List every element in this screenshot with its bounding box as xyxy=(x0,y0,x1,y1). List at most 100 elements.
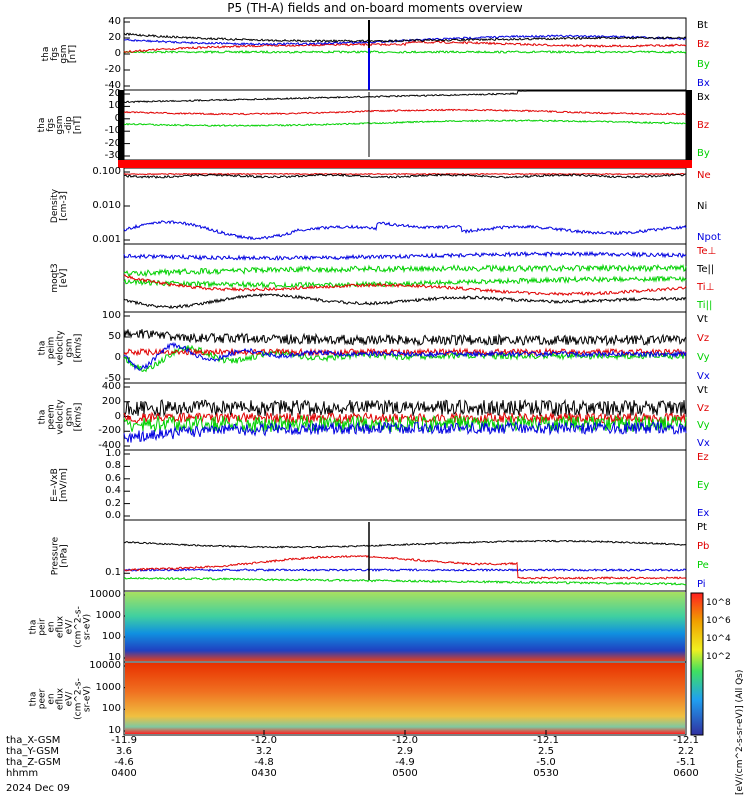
ytick-peer_spec: 100 xyxy=(101,703,121,715)
xaxis-value: 2.5 xyxy=(538,746,554,757)
ytick-fgs_gsm: -40 xyxy=(104,80,121,91)
Pi-line xyxy=(123,568,687,572)
Bz-dip-line xyxy=(123,108,687,116)
ytick-efield: 0.2 xyxy=(105,497,121,509)
legend-peem_vel-1: Vz xyxy=(697,402,710,414)
ytick-peer_spec: 10000 xyxy=(89,660,121,671)
legend-peim_vel-1: Vz xyxy=(697,333,710,344)
ylabel-peim_vel: tha peim velocity gsm [km/s] xyxy=(36,329,83,366)
ytick-fgs_gsm: 40 xyxy=(108,16,121,27)
xaxis-value: 0400 xyxy=(111,768,137,779)
ytick-pressure: 0.1 xyxy=(105,567,121,579)
ylabel-pressure: Pressure [nPa] xyxy=(50,536,69,575)
xaxis-value: -5.0 xyxy=(536,757,556,768)
Tipar-line xyxy=(123,275,687,290)
legend-peem_vel-3: Vx xyxy=(697,438,710,449)
ytick-peer_spec: 1000 xyxy=(95,681,121,693)
legend-density-0: Ne xyxy=(697,170,711,181)
colorbar-label: [eV/(cm^2-s-sr-eV)] (All Qs) xyxy=(735,669,745,795)
xaxis-value: -12.1 xyxy=(533,735,559,746)
legend-fgs_gsm-1: Bz xyxy=(697,39,710,51)
colorbar xyxy=(690,592,704,736)
ylabel-density: Density [cm-3] xyxy=(50,188,69,224)
legend-peim_vel-3: Vx xyxy=(697,371,710,382)
panel-frame-fgs_gsm xyxy=(123,17,687,91)
xaxis-row-label: tha_X-GSM xyxy=(6,735,61,746)
legend-peim_vel-0: Vt xyxy=(697,314,708,325)
ylabel-efield: E=-VxB [mV/m] xyxy=(50,468,69,502)
Vt-peem-line xyxy=(123,398,687,418)
Bx-dip-line xyxy=(123,90,686,104)
legend-efield-1: Ey xyxy=(697,480,710,491)
xaxis-value: -11.9 xyxy=(111,735,137,746)
ytick-efield: 0.8 xyxy=(105,460,121,472)
ytick-density: 0.100 xyxy=(92,166,121,177)
ylabel-temps: moqt3 [eV] xyxy=(50,263,69,293)
Vz-peem-line xyxy=(123,411,687,425)
ytick-peem_vel: 0 xyxy=(114,410,121,422)
By-dip-line xyxy=(123,119,687,127)
ytick-efield: 0.6 xyxy=(105,472,121,484)
By-line xyxy=(123,49,687,55)
ytick-peem_vel: -400 xyxy=(98,440,121,451)
xaxis-value: -4.6 xyxy=(114,757,134,768)
ytick-fgs_dsl: 10 xyxy=(108,100,121,112)
Vt-line xyxy=(123,329,687,347)
legend-temps-2: Ti⊥ xyxy=(697,282,715,293)
Pe-line xyxy=(123,576,687,586)
xaxis-row-label: tha_Z-GSM xyxy=(6,757,61,768)
Bt-line xyxy=(123,32,687,43)
xaxis-value: 3.2 xyxy=(256,746,272,757)
legend-peim_vel-2: Vy xyxy=(697,352,710,363)
xaxis-value: 0600 xyxy=(673,768,699,779)
ytick-peem_vel: 200 xyxy=(101,395,121,407)
colorbar-tick: 10^4 xyxy=(706,634,731,644)
Ne-line xyxy=(123,172,687,176)
spectrogram-9 xyxy=(125,663,685,734)
ytick-fgs_dsl: -30 xyxy=(104,150,121,161)
Vx-peem-line xyxy=(123,420,687,443)
ytick-peir_spec: 1000 xyxy=(95,610,121,621)
legend-efield-0: Ez xyxy=(697,452,709,463)
ytick-peem_vel: 400 xyxy=(101,381,121,392)
legend-density-1: Ni xyxy=(697,201,708,212)
legend-fgs_gsm-2: By xyxy=(697,58,710,70)
legend-efield-2: Ex xyxy=(697,508,710,519)
ylabel-fgs_gsm: tha fgs gsm [nT] xyxy=(41,44,78,64)
xaxis-value: -4.9 xyxy=(395,757,415,768)
legend-density-2: Npot xyxy=(697,232,721,243)
ytick-peir_spec: 10000 xyxy=(89,589,121,600)
ytick-fgs_gsm: 20 xyxy=(108,32,121,43)
ytick-peim_vel: 0 xyxy=(114,352,121,363)
ytick-fgs_gsm: -20 xyxy=(104,64,121,75)
xaxis-row-label: tha_Y-GSM xyxy=(6,746,60,757)
legend-fgs_gsm-3: Bx xyxy=(697,78,710,89)
legend-temps-0: Te⊥ xyxy=(697,246,717,257)
Pb-line xyxy=(123,554,687,580)
legend-pressure-0: Pt xyxy=(697,522,707,533)
ytick-peir_spec: 10 xyxy=(108,652,121,663)
legend-pressure-2: Pe xyxy=(697,560,709,571)
ytick-density: 0.001 xyxy=(92,234,121,245)
ytick-efield: 0.4 xyxy=(105,485,121,497)
flag-bar xyxy=(118,160,692,168)
xaxis-value: -12.0 xyxy=(392,735,418,746)
legend-fgs_dsl-2: By xyxy=(697,148,710,159)
page-title: P5 (TH-A) fields and on-board moments ov… xyxy=(227,1,523,15)
legend-fgs_dsl-1: Bz xyxy=(697,120,710,131)
xaxis-value: 2.9 xyxy=(397,746,413,757)
ytick-peir_spec: 100 xyxy=(101,631,121,642)
panel-frame-peim_vel xyxy=(123,311,687,384)
legend-temps-1: Te|| xyxy=(697,264,715,275)
xaxis-value: -12.0 xyxy=(251,735,277,746)
ytick-fgs_dsl: -10 xyxy=(104,125,121,137)
xaxis-value: -5.1 xyxy=(676,757,696,768)
ytick-density: 0.010 xyxy=(92,200,121,211)
ytick-peim_vel: 50 xyxy=(108,331,121,342)
legend-pressure-1: Pb xyxy=(697,541,710,552)
spectrogram-8 xyxy=(125,592,685,661)
range-bar xyxy=(686,90,692,160)
Teperp-line xyxy=(123,274,687,297)
Tepar-line xyxy=(123,293,687,309)
colorbar-tick: 10^8 xyxy=(706,598,731,608)
